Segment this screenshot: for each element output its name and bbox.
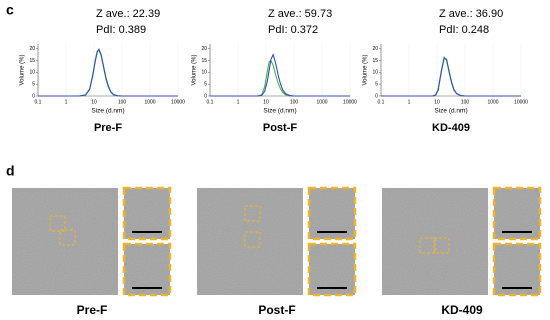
x-tick-label: 10000 xyxy=(171,99,185,105)
x-tick-label: 0.1 xyxy=(35,99,42,105)
zoom-box xyxy=(59,229,76,246)
annotation: PdI: 0.389 xyxy=(96,24,146,36)
chart-caption: Post-F xyxy=(263,122,298,134)
y-tick-label: 20 xyxy=(201,46,207,52)
zoom-box xyxy=(49,215,66,232)
x-tick-label: 100 xyxy=(290,99,299,105)
annotation: Z ave.: 59.73 xyxy=(268,8,332,20)
micrograph-texture xyxy=(494,244,540,295)
micrograph-texture xyxy=(309,244,355,295)
x-tick-label: 1000 xyxy=(487,99,498,105)
size-curve xyxy=(210,59,350,97)
zoom-box xyxy=(244,231,261,248)
y-tick-label: 0 xyxy=(204,93,207,99)
zoom-box xyxy=(244,205,261,222)
micrograph-texture xyxy=(12,188,118,295)
chart-caption: KD-409 xyxy=(432,122,470,134)
zoom-frame xyxy=(122,186,172,241)
x-tick-label: 10 xyxy=(91,99,97,105)
y-tick-label: 15 xyxy=(372,58,378,64)
micrograph-texture xyxy=(494,188,540,239)
x-tick-label: 100 xyxy=(461,99,470,105)
x-tick-label: 10000 xyxy=(343,99,357,105)
x-tick-label: 0.1 xyxy=(378,99,385,105)
size-curve xyxy=(38,49,178,97)
micrograph-caption: Pre-F xyxy=(77,303,108,317)
y-tick-label: 15 xyxy=(201,58,207,64)
x-axis-label: Size (d.nm) xyxy=(91,108,124,115)
y-tick-label: 10 xyxy=(201,70,207,76)
y-tick-label: 20 xyxy=(29,46,35,52)
annotation: PdI: 0.248 xyxy=(439,24,489,36)
size-curve xyxy=(381,57,521,97)
zoom-frame xyxy=(307,242,357,297)
micrograph-texture xyxy=(197,188,303,295)
zoom-frame xyxy=(492,242,542,297)
panel-label: d xyxy=(6,163,15,179)
x-tick-label: 1 xyxy=(408,99,411,105)
x-tick-label: 10 xyxy=(263,99,269,105)
y-tick-label: 0 xyxy=(375,93,378,99)
annotation: PdI: 0.372 xyxy=(268,24,318,36)
micrograph-caption: Post-F xyxy=(258,303,295,317)
y-tick-label: 10 xyxy=(372,70,378,76)
size-curve xyxy=(381,55,521,97)
micrograph-caption: KD-409 xyxy=(441,303,483,317)
zoom-box xyxy=(433,237,450,254)
y-axis-label: Volume (%) xyxy=(363,54,369,85)
micrograph-texture xyxy=(382,188,488,295)
x-tick-label: 10000 xyxy=(514,99,528,105)
panel-label: c xyxy=(6,2,14,18)
x-axis-label: Size (d.nm) xyxy=(263,108,296,115)
x-tick-label: 1 xyxy=(65,99,68,105)
x-tick-label: 1 xyxy=(237,99,240,105)
zoom-frame xyxy=(307,186,357,241)
size-curve xyxy=(38,47,178,97)
y-tick-label: 20 xyxy=(372,46,378,52)
micrograph-texture xyxy=(124,244,170,295)
x-axis-label: Size (d.nm) xyxy=(434,108,467,115)
y-tick-label: 15 xyxy=(29,58,35,64)
zoom-frame xyxy=(492,186,542,241)
x-tick-label: 10 xyxy=(434,99,440,105)
y-tick-label: 0 xyxy=(32,93,35,99)
annotation: Z ave.: 36.90 xyxy=(439,8,503,20)
y-tick-label: 10 xyxy=(29,70,35,76)
y-axis-label: Volume (%) xyxy=(20,54,26,85)
x-tick-label: 0.1 xyxy=(207,99,214,105)
size-curve xyxy=(210,53,350,97)
micrograph-texture xyxy=(309,188,355,239)
x-tick-label: 1000 xyxy=(144,99,155,105)
y-tick-label: 5 xyxy=(375,82,378,88)
annotation: Z ave.: 22.39 xyxy=(96,8,160,20)
x-tick-label: 1000 xyxy=(316,99,327,105)
y-tick-label: 5 xyxy=(204,82,207,88)
micrograph-texture xyxy=(124,188,170,239)
chart-caption: Pre-F xyxy=(94,122,122,134)
x-tick-label: 100 xyxy=(118,99,127,105)
y-axis-label: Volume (%) xyxy=(192,54,198,85)
y-tick-label: 5 xyxy=(32,82,35,88)
zoom-box xyxy=(419,237,436,254)
zoom-frame xyxy=(122,242,172,297)
